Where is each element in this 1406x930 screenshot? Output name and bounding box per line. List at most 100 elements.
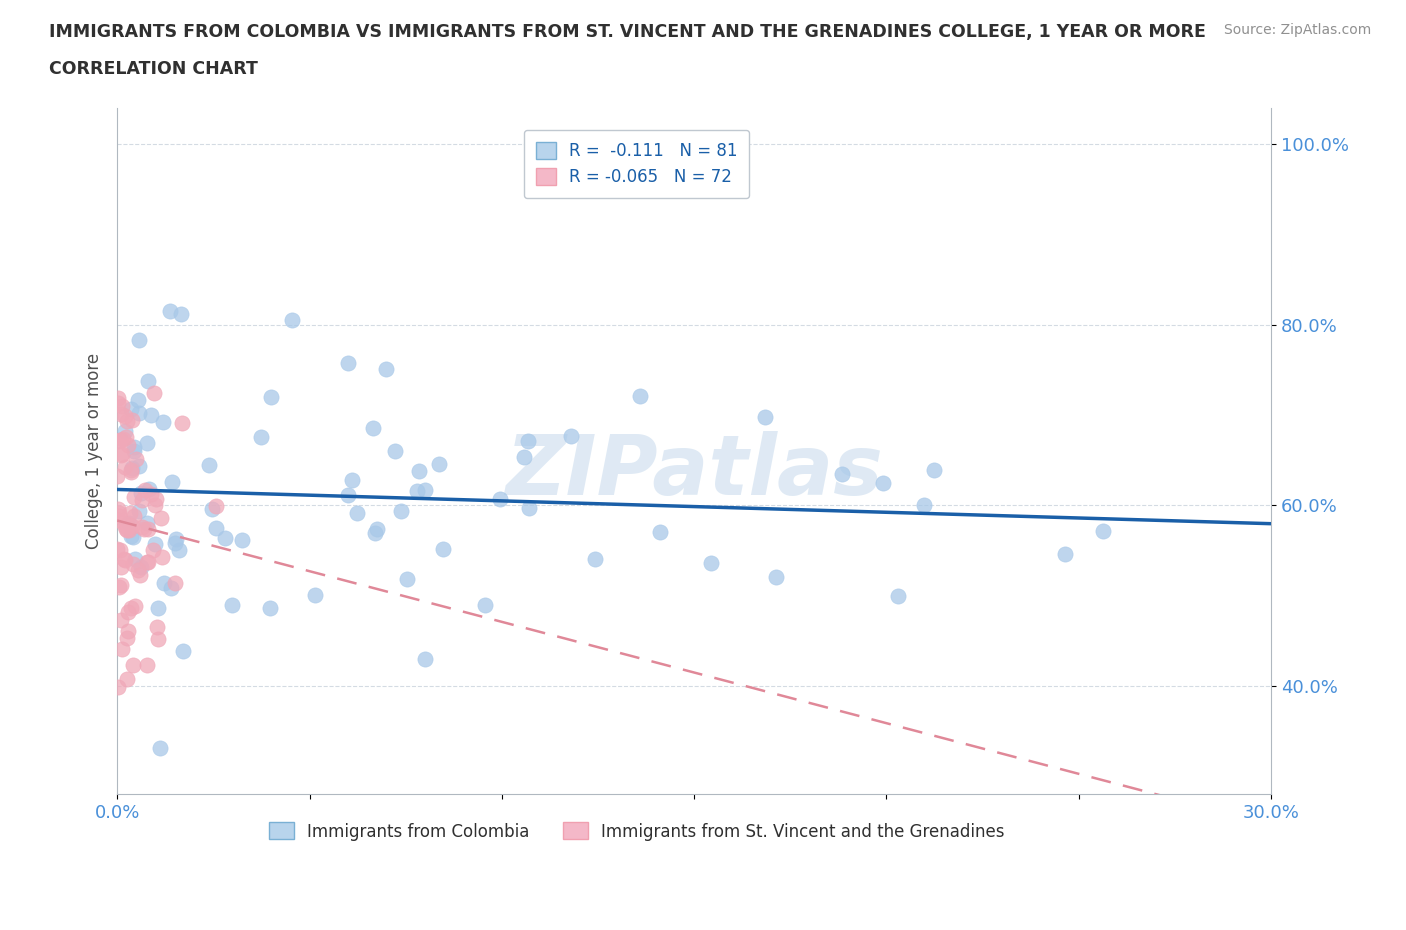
Point (120, 601, 142, 616)
Point (148, 740, 170, 755)
Point (517, 433, 540, 448)
Point (110, 446, 132, 461)
Point (124, 551, 146, 566)
Point (872, 475, 894, 490)
Point (129, 567, 152, 582)
Point (337, 487, 360, 502)
Point (172, 416, 194, 431)
Point (138, 374, 160, 389)
Point (214, 530, 236, 545)
Point (160, 580, 183, 595)
Point (114, 424, 136, 439)
Point (342, 472, 364, 487)
Point (145, 491, 167, 506)
Point (198, 458, 221, 472)
Point (115, 413, 138, 428)
Point (115, 631, 138, 645)
Point (107, 433, 129, 448)
Point (131, 519, 153, 534)
Point (107, 679, 129, 694)
Point (159, 304, 181, 319)
Point (170, 307, 193, 322)
Point (260, 390, 283, 405)
Point (149, 511, 172, 525)
Point (108, 432, 131, 447)
Point (107, 501, 129, 516)
Point (120, 462, 142, 477)
Point (136, 515, 159, 530)
Point (110, 407, 132, 422)
Point (413, 652, 436, 667)
Point (136, 522, 159, 537)
Point (118, 515, 141, 530)
Point (912, 498, 935, 512)
Point (560, 429, 582, 444)
Point (221, 598, 243, 613)
Point (259, 601, 281, 616)
Text: ZIPatlas: ZIPatlas (505, 431, 883, 512)
Point (167, 543, 190, 558)
Point (163, 536, 186, 551)
Point (114, 552, 136, 567)
Point (413, 483, 436, 498)
Point (148, 601, 170, 616)
Point (204, 498, 226, 513)
Point (146, 631, 169, 646)
Point (127, 392, 149, 407)
Point (117, 437, 139, 452)
Point (107, 579, 129, 594)
Point (122, 489, 145, 504)
Point (110, 560, 132, 575)
Point (122, 443, 145, 458)
Point (110, 448, 132, 463)
Point (114, 522, 136, 537)
Point (152, 415, 174, 430)
Point (108, 542, 131, 557)
Point (120, 465, 142, 480)
Point (129, 560, 152, 575)
Point (117, 624, 139, 639)
Point (105, 542, 128, 557)
Point (107, 512, 129, 527)
Point (513, 449, 536, 464)
Point (337, 356, 360, 371)
Point (115, 517, 138, 532)
Point (124, 599, 146, 614)
Point (128, 333, 150, 348)
Point (115, 671, 138, 686)
Point (125, 452, 148, 467)
Point (128, 406, 150, 421)
Point (122, 509, 145, 524)
Point (1091, 524, 1114, 538)
Point (489, 492, 512, 507)
Point (172, 644, 194, 658)
Legend: Immigrants from Colombia, Immigrants from St. Vincent and the Grenadines: Immigrants from Colombia, Immigrants fro… (262, 816, 1011, 847)
Point (117, 522, 139, 537)
Point (628, 389, 651, 404)
Point (135, 436, 157, 451)
Point (831, 467, 853, 482)
Point (408, 464, 430, 479)
Point (131, 493, 153, 508)
Point (122, 440, 145, 455)
Point (111, 399, 134, 414)
Point (110, 578, 132, 592)
Point (121, 658, 143, 673)
Point (117, 604, 139, 619)
Point (112, 551, 135, 566)
Point (162, 474, 184, 489)
Point (231, 533, 253, 548)
Point (107, 391, 129, 405)
Point (391, 504, 413, 519)
Point (648, 525, 671, 539)
Point (474, 597, 496, 612)
Point (143, 537, 166, 551)
Point (139, 407, 162, 422)
Point (111, 432, 134, 446)
Point (138, 482, 160, 497)
Point (361, 421, 384, 436)
Point (153, 576, 176, 591)
Point (136, 658, 159, 672)
Point (128, 503, 150, 518)
Point (427, 457, 450, 472)
